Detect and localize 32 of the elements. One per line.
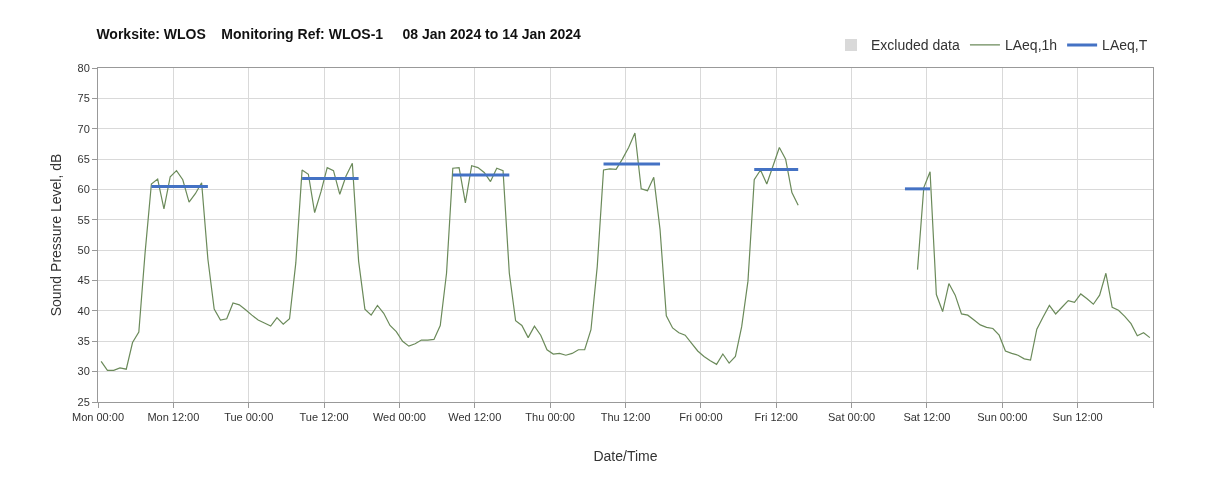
- y-tick-label: 70: [77, 122, 90, 135]
- x-tick-label: Sat 00:00: [828, 411, 876, 424]
- x-tick-label: Sun 00:00: [977, 411, 1028, 424]
- x-tick-label: Tue 12:00: [299, 411, 349, 424]
- x-tick-label: Mon 00:00: [72, 411, 124, 424]
- x-tick-label: Thu 12:00: [600, 411, 651, 424]
- x-tick-label: Sun 12:00: [1052, 411, 1103, 424]
- y-tick-label: 60: [77, 183, 90, 196]
- y-tick-label: 65: [77, 152, 90, 165]
- y-axis-title: Sound Pressure Level, dB: [48, 153, 65, 317]
- x-tick-label: Thu 00:00: [525, 411, 575, 424]
- x-tick-label: Mon 12:00: [147, 411, 200, 424]
- y-tick-label: 80: [77, 61, 90, 74]
- y-tick-label: 30: [77, 365, 90, 378]
- chart-title: Worksite: WLOS Monitoring Ref: WLOS-1 08 Jan 2024 to 14 Jan 2024: [96, 26, 582, 43]
- y-tick-label: 45: [77, 274, 90, 287]
- y-tick-label: 75: [77, 92, 90, 105]
- y-tick-label: 50: [77, 244, 90, 257]
- legend-label: LAeq,1h: [1004, 37, 1058, 54]
- legend-label: LAeq,T: [1102, 37, 1148, 54]
- legend-label: Excluded data: [871, 37, 960, 54]
- x-tick-label: Wed 00:00: [372, 411, 426, 424]
- y-tick-label: 40: [77, 304, 90, 317]
- y-tick-label: 25: [77, 395, 90, 408]
- x-tick-label: Sat 12:00: [903, 411, 951, 424]
- x-tick-label: Wed 12:00: [448, 411, 502, 424]
- y-tick-label: 35: [77, 335, 90, 348]
- y-tick-label: 55: [77, 213, 90, 226]
- x-tick-label: Tue 00:00: [224, 411, 274, 424]
- x-axis-title: Date/Time: [593, 447, 658, 464]
- x-tick-label: Fri 12:00: [754, 411, 798, 424]
- x-tick-label: Fri 00:00: [679, 411, 723, 424]
